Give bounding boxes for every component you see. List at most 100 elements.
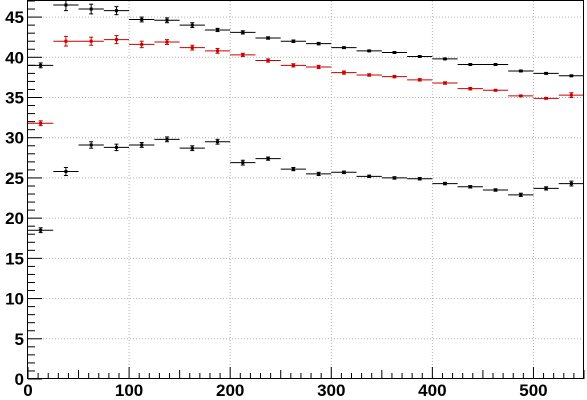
data-point bbox=[558, 180, 584, 187]
point-marker bbox=[519, 193, 523, 197]
data-point bbox=[381, 50, 408, 54]
data-point bbox=[103, 35, 130, 45]
point-marker bbox=[190, 146, 194, 150]
data-point bbox=[482, 63, 509, 67]
y-tick-label-2: 10 bbox=[5, 290, 24, 309]
data-point bbox=[331, 170, 357, 175]
data-point bbox=[457, 185, 483, 189]
point-marker bbox=[443, 57, 447, 61]
data-point bbox=[255, 36, 281, 40]
y-tick-label-3: 15 bbox=[5, 249, 24, 268]
point-marker bbox=[342, 46, 346, 50]
data-point bbox=[432, 57, 458, 61]
point-marker bbox=[367, 174, 371, 178]
point-marker bbox=[418, 78, 422, 82]
data-point bbox=[78, 141, 104, 149]
point-marker bbox=[443, 182, 447, 186]
point-marker bbox=[89, 39, 93, 43]
point-marker bbox=[494, 63, 498, 67]
x-tick-label-2: 200 bbox=[216, 381, 244, 400]
data-point bbox=[533, 71, 559, 75]
series-2 bbox=[28, 35, 584, 127]
x-tick-label-5: 500 bbox=[519, 381, 547, 400]
point-marker bbox=[165, 137, 169, 141]
data-point bbox=[306, 64, 332, 70]
data-point bbox=[53, 35, 79, 47]
point-marker bbox=[367, 49, 371, 53]
data-point bbox=[280, 63, 306, 68]
point-marker bbox=[114, 38, 118, 42]
point-marker bbox=[39, 63, 43, 67]
point-marker bbox=[140, 42, 144, 46]
point-marker bbox=[291, 167, 295, 171]
point-marker bbox=[165, 40, 169, 44]
data-point bbox=[204, 138, 231, 145]
data-point bbox=[381, 74, 408, 79]
series-3 bbox=[28, 136, 584, 234]
data-point bbox=[154, 136, 180, 143]
x-tick-label-3: 300 bbox=[317, 381, 345, 400]
data-point bbox=[230, 159, 256, 166]
point-marker bbox=[569, 74, 573, 78]
data-point bbox=[356, 174, 382, 179]
x-tick-label-4: 400 bbox=[418, 381, 446, 400]
point-marker bbox=[216, 140, 220, 144]
point-marker bbox=[569, 93, 573, 97]
point-marker bbox=[64, 170, 68, 174]
grid bbox=[28, 1, 584, 379]
data-point bbox=[103, 143, 130, 152]
data-point bbox=[53, 0, 79, 12]
y-tick-label-7: 35 bbox=[5, 89, 24, 108]
data-point bbox=[432, 81, 458, 85]
data-point bbox=[280, 39, 306, 43]
data-point bbox=[179, 22, 205, 29]
point-marker bbox=[342, 170, 346, 174]
point-marker bbox=[89, 7, 93, 11]
axes: 0 5 10 15 20 25 30 35 40 45 0 100 200 300 400 500 bbox=[5, 0, 585, 400]
data-point bbox=[558, 74, 584, 78]
point-marker bbox=[241, 30, 245, 34]
data-point bbox=[154, 17, 180, 24]
y-tick-label-5: 25 bbox=[5, 169, 24, 188]
data-point bbox=[255, 58, 281, 63]
data-point bbox=[129, 40, 155, 49]
y-tick-label-1: 5 bbox=[15, 330, 24, 349]
data-point bbox=[179, 44, 205, 51]
point-marker bbox=[114, 9, 118, 13]
y-tick-label-9: 45 bbox=[5, 8, 24, 27]
data-point bbox=[558, 92, 584, 99]
y-tick-label-6: 30 bbox=[5, 129, 24, 148]
y-tick-label-8: 40 bbox=[5, 48, 24, 67]
data-point bbox=[508, 192, 534, 197]
point-marker bbox=[392, 50, 396, 54]
data-point bbox=[331, 46, 357, 50]
plot-frame bbox=[27, 0, 584, 379]
point-marker bbox=[443, 81, 447, 85]
data-point bbox=[255, 156, 281, 161]
data-point bbox=[78, 36, 104, 46]
data-point bbox=[356, 49, 382, 53]
data-point bbox=[432, 181, 458, 186]
data-point bbox=[508, 69, 534, 73]
point-marker bbox=[494, 188, 498, 192]
data-point bbox=[28, 227, 54, 234]
point-marker bbox=[190, 46, 194, 50]
point-marker bbox=[418, 54, 422, 58]
point-marker bbox=[519, 69, 523, 73]
point-marker bbox=[216, 28, 220, 32]
point-marker bbox=[317, 172, 321, 176]
y-tick-label-0: 0 bbox=[15, 370, 24, 389]
point-marker bbox=[317, 65, 321, 69]
x-tick-label-1: 100 bbox=[115, 381, 143, 400]
point-marker bbox=[519, 94, 523, 98]
point-marker bbox=[468, 87, 472, 91]
point-marker bbox=[64, 3, 68, 7]
data-point bbox=[533, 186, 559, 191]
data-point bbox=[103, 6, 130, 16]
data-point bbox=[306, 171, 332, 177]
data-point bbox=[407, 54, 433, 58]
point-marker bbox=[216, 49, 220, 53]
data-point bbox=[482, 88, 509, 92]
point-marker bbox=[140, 17, 144, 21]
